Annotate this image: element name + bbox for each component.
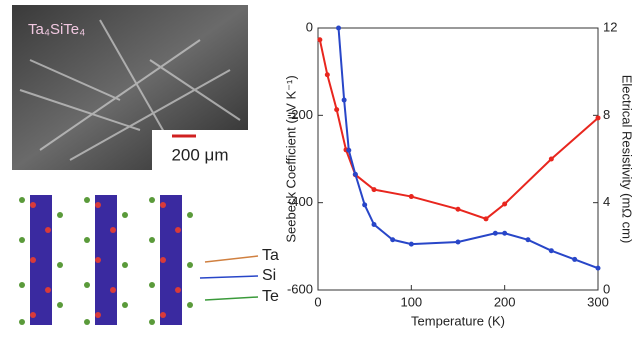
chart: Temperature (K) Seebeck Coefficient (μV … bbox=[283, 19, 634, 328]
data-point bbox=[371, 222, 377, 227]
sem-image: 200 μm Ta₄SiTe₄ bbox=[12, 5, 248, 170]
series-line bbox=[337, 27, 599, 270]
atom-label: Ta bbox=[262, 247, 279, 264]
data-point bbox=[483, 216, 489, 222]
x-axis-label: Temperature (K) bbox=[411, 313, 505, 328]
data-point bbox=[334, 107, 340, 113]
scale-bar-label: 200 μm bbox=[171, 145, 228, 164]
data-point bbox=[502, 230, 508, 236]
data-point bbox=[455, 206, 461, 212]
y-axis-label: Seebeck Coefficient (μV K⁻¹) bbox=[283, 75, 298, 242]
atom-label: Te bbox=[262, 288, 279, 305]
sample-label: Ta₄SiTe₄ bbox=[28, 21, 85, 38]
data-point bbox=[492, 230, 498, 236]
data-point bbox=[324, 72, 330, 78]
data-point bbox=[317, 37, 323, 43]
data-point bbox=[346, 147, 352, 153]
x-tick-label: 200 bbox=[494, 294, 516, 309]
series-line bbox=[318, 39, 599, 220]
x-tick-label: 100 bbox=[400, 294, 422, 309]
y2-tick-label: 0 bbox=[603, 281, 610, 296]
atom-label: Si bbox=[262, 267, 276, 284]
y2-axis-label: Electrical Resistivity (mΩ cm) bbox=[620, 75, 635, 244]
plot-frame bbox=[317, 27, 599, 291]
data-point bbox=[595, 115, 601, 121]
data-point bbox=[341, 97, 347, 103]
y-tick-label: -200 bbox=[287, 107, 313, 122]
data-point bbox=[336, 25, 342, 31]
y-tick-label: -400 bbox=[287, 194, 313, 209]
y-tick-label: -600 bbox=[287, 281, 313, 296]
data-point bbox=[390, 237, 396, 243]
data-point bbox=[548, 248, 554, 254]
x-tick-label: 0 bbox=[314, 294, 321, 309]
data-point bbox=[371, 187, 377, 193]
x-tick-label: 300 bbox=[587, 294, 609, 309]
data-point bbox=[572, 256, 578, 262]
y-tick-label: 0 bbox=[306, 19, 313, 34]
data-point bbox=[525, 237, 531, 243]
data-point bbox=[362, 202, 368, 208]
y2-tick-label: 8 bbox=[603, 107, 610, 122]
data-point bbox=[502, 201, 508, 207]
y2-tick-label: 4 bbox=[603, 194, 610, 209]
data-point bbox=[455, 239, 461, 245]
crystal-structure: Ta Si Te bbox=[19, 195, 279, 325]
data-point bbox=[352, 171, 358, 177]
data-point bbox=[408, 241, 414, 247]
data-point bbox=[408, 194, 414, 200]
data-point bbox=[595, 265, 601, 271]
data-point bbox=[548, 156, 554, 162]
y2-tick-label: 12 bbox=[603, 19, 617, 34]
